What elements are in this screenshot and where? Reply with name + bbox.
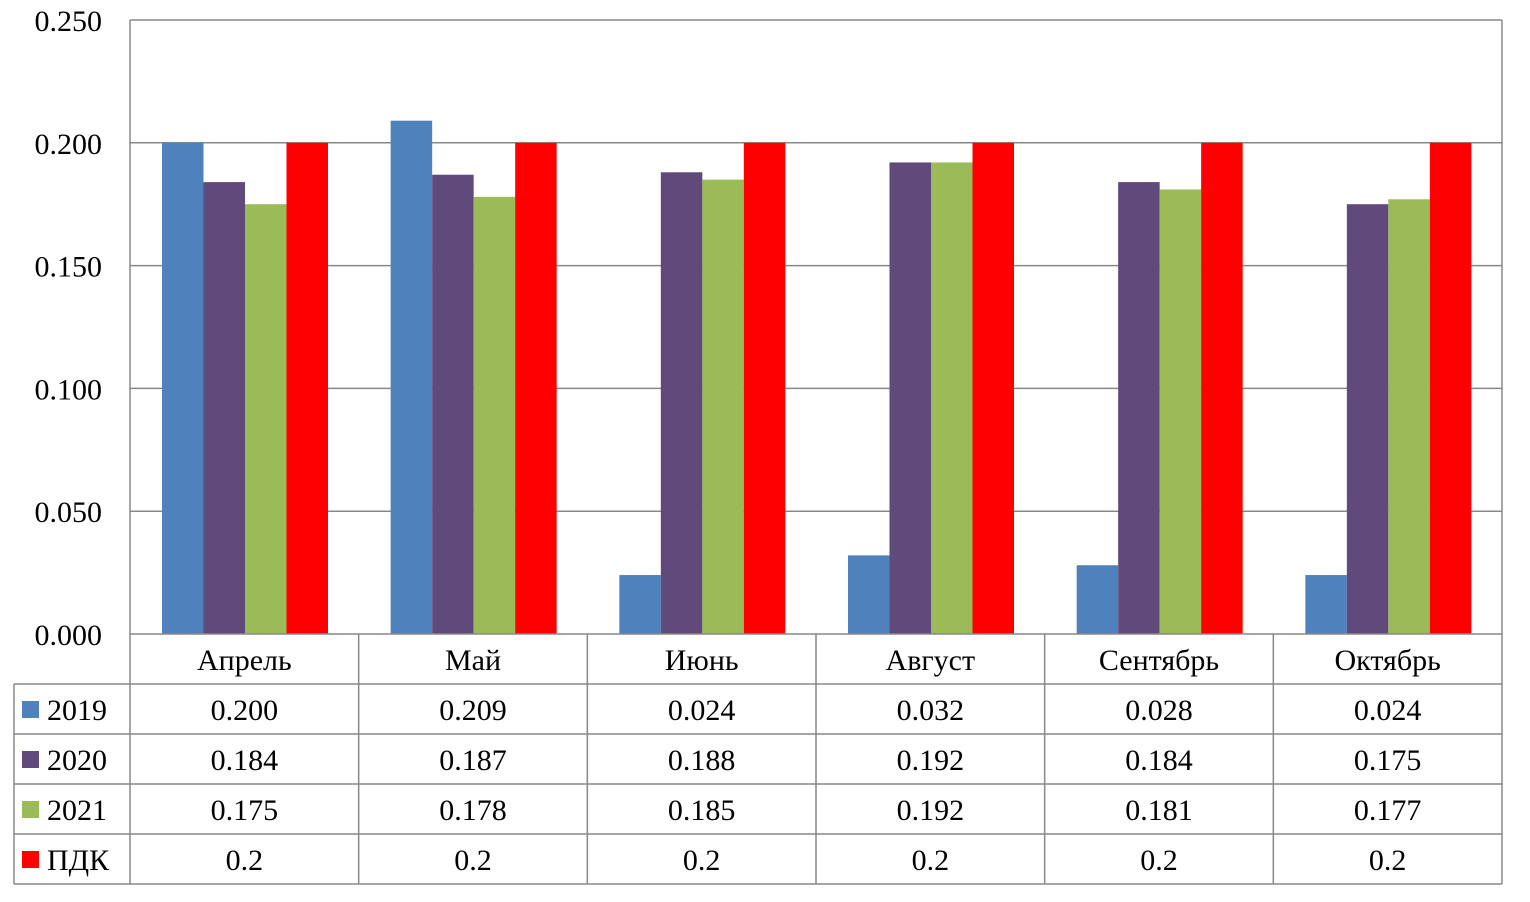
data-label: 0.028 <box>1125 694 1193 727</box>
bar-2019-Август <box>848 555 890 634</box>
bar-2020-Октябрь <box>1346 204 1389 634</box>
bars <box>162 120 1472 635</box>
legend-label: 2020 <box>47 744 107 777</box>
data-table: Апрель Май Июнь Август Сентябрь Октябрь 2019 0.… <box>13 633 1503 885</box>
y-tick-label: 0.150 <box>35 251 103 284</box>
y-tick-label: 0.200 <box>35 128 103 161</box>
data-label: 0.2 <box>226 844 264 877</box>
x-tick-label: Май <box>445 644 501 677</box>
data-label: 0.187 <box>439 744 507 777</box>
legend-label: 2021 <box>47 794 107 827</box>
data-label: 0.2 <box>454 844 492 877</box>
data-label: 0.2 <box>683 844 721 877</box>
data-label: 0.032 <box>897 694 965 727</box>
bar-2021-Октябрь <box>1388 199 1430 634</box>
data-label: 0.181 <box>1125 794 1193 827</box>
bar-ПДК-Май <box>515 142 557 635</box>
data-label: 0.2 <box>1140 844 1178 877</box>
bar-2020-Май <box>432 174 474 634</box>
data-label: 0.2 <box>912 844 950 877</box>
bar-2020-Июнь <box>660 172 703 634</box>
legend-key-2021 <box>22 801 39 818</box>
legend-key-2020 <box>22 751 39 768</box>
x-tick-label: Октябрь <box>1335 644 1441 677</box>
bar-2019-Май <box>390 120 433 635</box>
x-tick-label: Сентябрь <box>1099 644 1219 677</box>
data-label: 0.184 <box>1125 744 1193 777</box>
data-label: 0.184 <box>211 744 279 777</box>
bar-2019-Апрель <box>162 142 204 635</box>
bar-2020-Сентябрь <box>1118 182 1160 634</box>
legend-key-ПДК <box>22 851 39 868</box>
data-label: 0.192 <box>897 744 965 777</box>
y-tick-label: 0.000 <box>35 619 103 652</box>
bar-2021-Май <box>473 196 516 634</box>
data-label: 0.177 <box>1354 794 1422 827</box>
bar-2020-Август <box>889 162 931 634</box>
gridlines <box>129 19 1503 634</box>
data-label: 0.175 <box>1354 744 1422 777</box>
bar-ПДК-Апрель <box>286 142 328 635</box>
bar-2019-Октябрь <box>1305 575 1347 634</box>
data-label: 0.209 <box>439 694 507 727</box>
data-label: 0.188 <box>668 744 736 777</box>
x-tick-label: Апрель <box>197 644 292 677</box>
data-label: 0.200 <box>211 694 279 727</box>
x-tick-label: Август <box>886 644 976 677</box>
bar-ПДК-Июнь <box>743 142 786 635</box>
bar-ПДК-Сентябрь <box>1201 142 1243 635</box>
legend-label: ПДК <box>47 844 110 877</box>
bar-2021-Сентябрь <box>1159 189 1202 635</box>
y-tick-label: 0.050 <box>35 496 103 529</box>
data-label: 0.175 <box>211 794 279 827</box>
bar-ПДК-Август <box>972 142 1014 635</box>
bar-2019-Сентябрь <box>1076 565 1119 634</box>
data-label: 0.192 <box>897 794 965 827</box>
legend-key-2019 <box>22 701 39 718</box>
y-tick-label: 0.250 <box>35 5 103 38</box>
data-label: 0.178 <box>439 794 507 827</box>
bar-2021-Июнь <box>702 179 744 634</box>
bar-2019-Июнь <box>619 575 661 634</box>
bar-2020-Апрель <box>203 182 245 634</box>
data-label: 0.024 <box>1354 694 1422 727</box>
data-label: 0.185 <box>668 794 736 827</box>
bar-ПДК-Октябрь <box>1429 142 1472 635</box>
data-label: 0.2 <box>1369 844 1407 877</box>
x-tick-label: Июнь <box>665 644 739 677</box>
y-axis: 0.000 0.050 0.100 0.150 0.200 0.250 <box>35 5 103 652</box>
data-label: 0.024 <box>668 694 736 727</box>
bar-2021-Апрель <box>245 204 287 634</box>
bar-2021-Август <box>931 162 973 634</box>
y-tick-label: 0.100 <box>35 373 103 406</box>
legend-label: 2019 <box>47 694 107 727</box>
